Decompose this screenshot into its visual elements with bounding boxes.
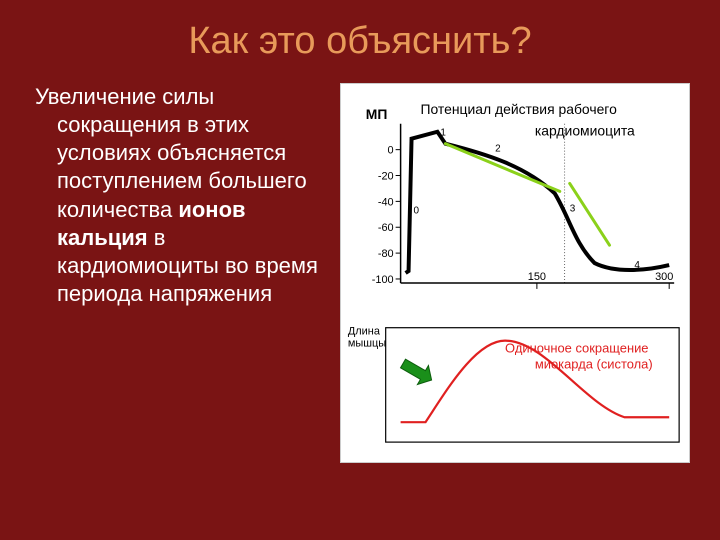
y-ticks: 0 -20 -40 -60 -80 -100	[372, 145, 401, 286]
body-text: Увеличение силы сокращения в этих услови…	[35, 83, 325, 463]
slide-title: Как это объяснить?	[0, 0, 720, 73]
arrow-shape	[398, 356, 436, 386]
bottom-title-1: Одиночное сокращение	[505, 341, 648, 356]
top-title-2: кардиомиоцита	[535, 123, 635, 139]
content-row: Увеличение силы сокращения в этих услови…	[0, 73, 720, 463]
phase-labels: 0 1 2 3 4	[414, 128, 641, 271]
xtick-300: 300	[655, 271, 673, 283]
ap-curve	[406, 132, 670, 273]
ytick-5: -100	[372, 274, 394, 286]
figure-svg: 0 -20 -40 -60 -80 -100 150 300	[341, 84, 689, 462]
figure-panel: 0 -20 -40 -60 -80 -100 150 300	[340, 83, 690, 463]
phase-1: 1	[440, 128, 446, 139]
ytick-4: -80	[378, 248, 394, 260]
overlay-1	[445, 144, 559, 192]
ytick-3: -60	[378, 222, 394, 234]
y-axis-label: МП	[366, 106, 388, 122]
body-rest: сокращения в этих условиях объясняется п…	[35, 111, 325, 308]
phase-3: 3	[570, 203, 576, 214]
bottom-ylab-1: Длина	[348, 326, 381, 338]
bottom-ylab-2: мышцы	[348, 338, 386, 350]
phase-2: 2	[495, 144, 501, 155]
phase-0: 0	[414, 205, 420, 216]
phase-4: 4	[634, 260, 640, 271]
top-title-1: Потенциал действия рабочего	[421, 101, 618, 117]
xtick-150: 150	[528, 271, 546, 283]
green-arrow-icon	[396, 356, 436, 386]
ytick-0: 0	[388, 145, 394, 157]
ytick-2: -40	[378, 196, 394, 208]
ytick-1: -20	[378, 170, 394, 182]
body-first: Увеличение силы	[35, 83, 325, 111]
